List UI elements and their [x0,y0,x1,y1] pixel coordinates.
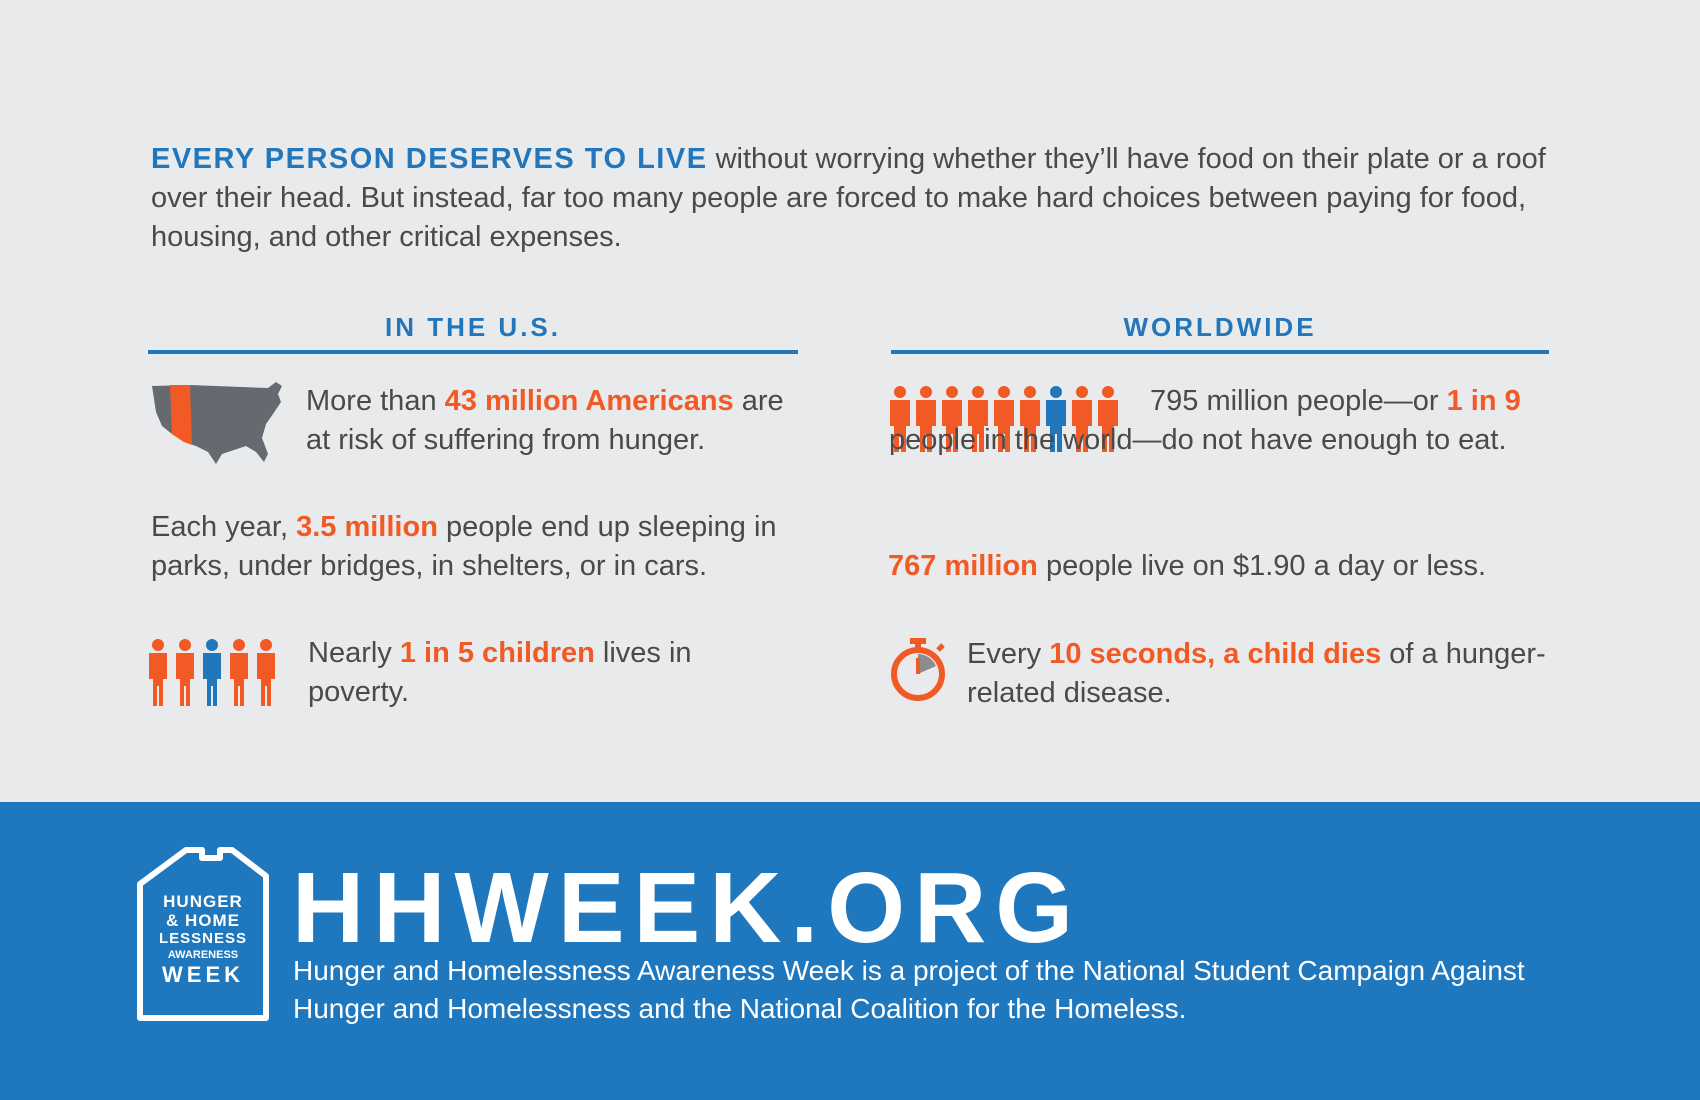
person-figure [968,386,988,452]
person-figure [1098,386,1118,452]
person-figure [916,386,936,452]
child-figure [257,639,275,706]
person-figure [1072,386,1092,452]
logo-line-week: WEEK [162,962,244,987]
site-url[interactable]: HHWEEK.ORG [292,852,1082,964]
person-figure-highlight [1046,386,1066,452]
person-figure [994,386,1014,452]
house-logo-icon [137,847,269,1021]
footer-banner [0,802,1700,1100]
logo-line-awareness: AWARENESS [167,949,239,961]
person-figure [890,386,910,452]
footer-description: Hunger and Homelessness Awareness Week i… [293,955,1525,1024]
logo-line-lessness: LESSNESS [158,930,248,947]
child-figure [149,639,167,706]
us-stat-homeless: Each year, 3.5 million people end up sle… [151,511,777,582]
world-stat-hunger: 795 million people—or 1 in 9 people in t… [889,385,1521,456]
person-figure [942,386,962,452]
us-heading: IN THE U.S. [384,312,561,342]
intro-lead: EVERY PERSON DESERVES TO LIVE [151,143,708,175]
world-divider [891,350,1549,354]
us-divider [148,350,798,354]
logo-line-home: & HOME [166,911,240,930]
us-stat-hunger: More than 43 million Americans are at ri… [306,385,784,456]
world-stat-child-deaths: Every 10 seconds, a child dies of a hung… [967,638,1546,709]
intro-body: without worrying whether they’ll have fo… [151,143,1546,253]
child-figure [176,639,194,706]
people-icon [890,386,1118,452]
stopwatch-icon [891,638,945,701]
child-figure-highlight [203,639,221,706]
child-figure [230,639,248,706]
logo-line-hunger: HUNGER [163,892,243,911]
person-figure [1020,386,1040,452]
world-heading: WORLDWIDE [1123,312,1317,342]
hhweek-logo: HUNGER & HOME LESSNESS AWARENESS WEEK [136,846,270,1021]
world-stat-poverty: 767 million people live on $1.90 a day o… [888,550,1487,582]
intro-paragraph: EVERY PERSON DESERVES TO LIVE without wo… [151,140,1571,257]
us-stat-children: Nearly 1 in 5 children lives in poverty. [308,637,692,708]
children-icon [149,639,275,706]
us-map-icon [152,382,282,464]
